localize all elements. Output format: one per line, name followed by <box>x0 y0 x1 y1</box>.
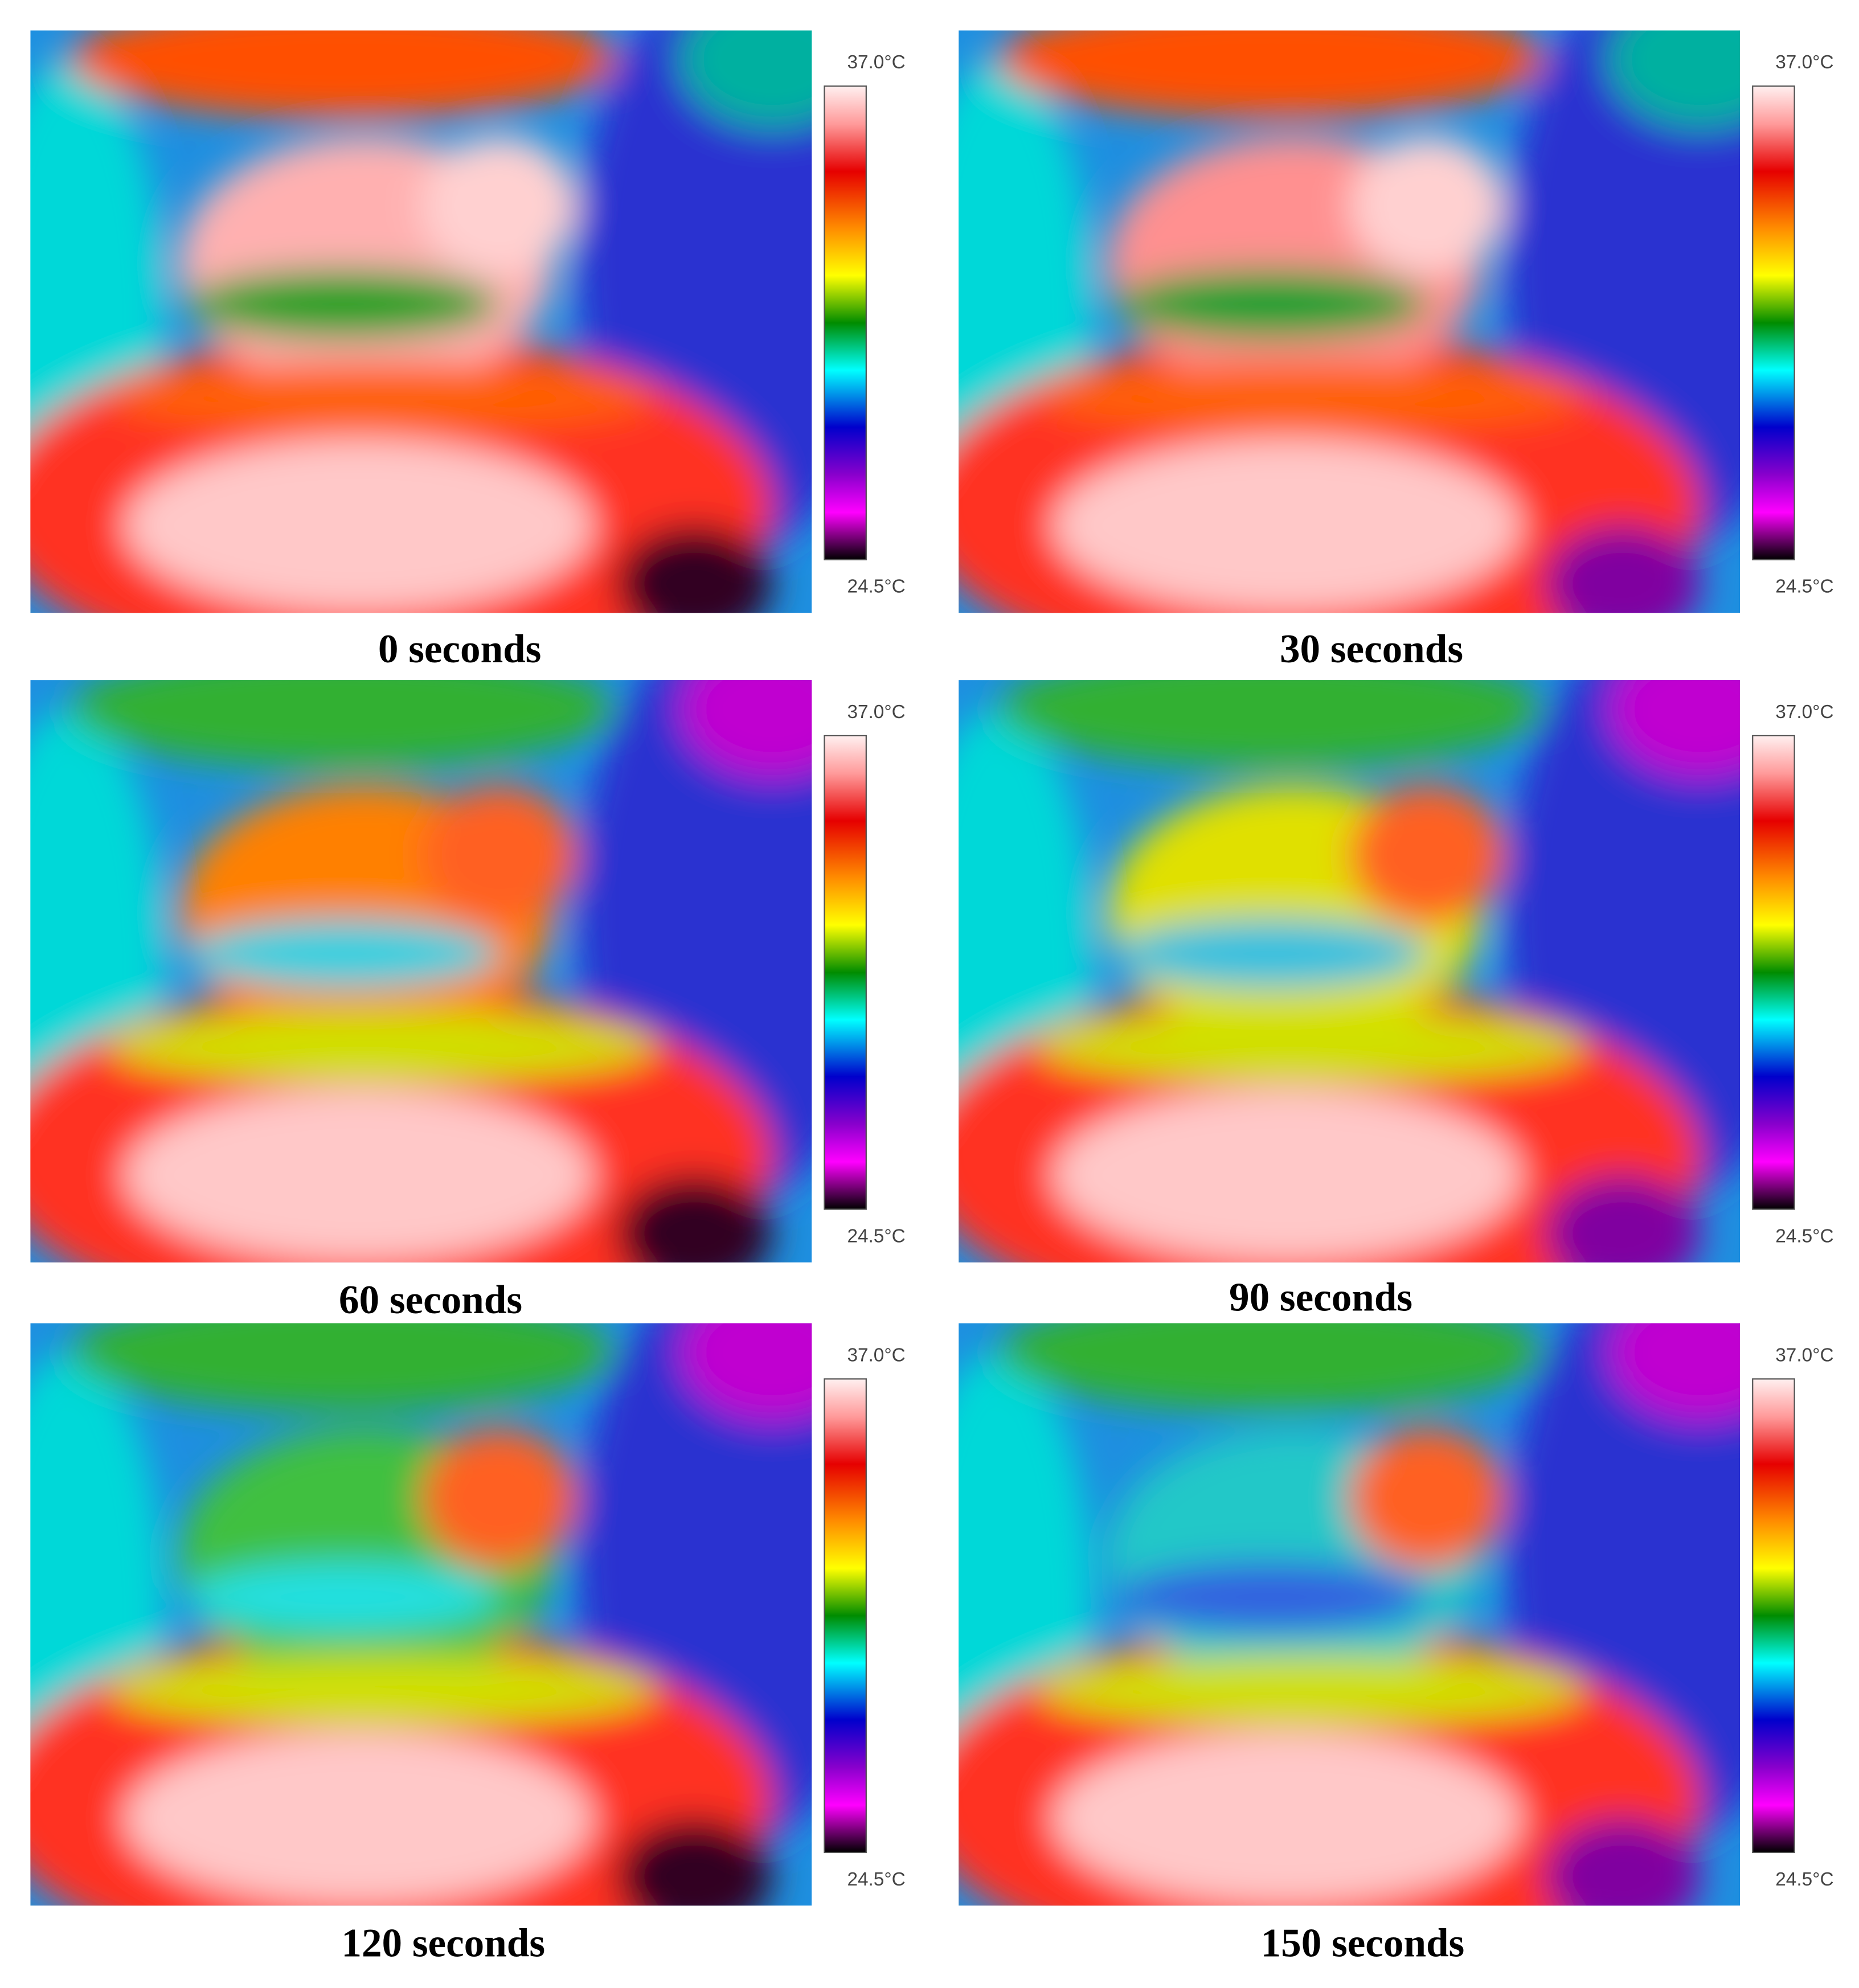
blob <box>1115 919 1428 989</box>
thermal-image <box>30 680 812 1263</box>
scale-max: 37.0°C <box>847 52 905 73</box>
blob <box>997 30 1545 118</box>
thermal-image <box>959 1323 1740 1906</box>
scale-min: 24.5°C <box>1775 576 1833 597</box>
thermal-blobs <box>30 30 812 613</box>
blob <box>1052 1731 1521 1906</box>
thermal-blobs <box>959 680 1740 1263</box>
caption: 0 seconds <box>378 627 542 671</box>
caption: 120 seconds <box>341 1921 545 1965</box>
thermal-image <box>959 680 1740 1263</box>
blob <box>421 135 578 276</box>
panel: 37.0°C 24.5°C 150 seconds <box>959 1323 1834 1965</box>
blob <box>1115 1561 1428 1632</box>
blob <box>616 1818 773 1906</box>
thermal-blobs <box>30 1323 812 1906</box>
scale-max: 37.0°C <box>1775 1345 1833 1366</box>
caption: 60 seconds <box>339 1278 522 1322</box>
colorbar <box>824 735 867 1210</box>
panel: 37.0°C 24.5°C 0 seconds <box>30 30 906 671</box>
scale-min: 24.5°C <box>847 1225 905 1247</box>
blob <box>679 30 812 130</box>
thermal-blobs <box>30 680 812 1263</box>
panel: 37.0°C 24.5°C 120 seconds <box>30 1323 906 1965</box>
caption: 150 seconds <box>1261 1921 1465 1965</box>
colorbar <box>824 1378 867 1854</box>
blob <box>1607 680 1740 779</box>
blob <box>616 525 773 613</box>
colorbar <box>1752 85 1795 560</box>
blob <box>679 1323 812 1423</box>
blob <box>1545 1175 1701 1263</box>
blob <box>1545 1818 1701 1906</box>
colorbar <box>1752 1378 1795 1854</box>
blob <box>1349 135 1506 276</box>
panel: 37.0°C 24.5°C 60 seconds <box>30 680 906 1322</box>
thermal-blobs <box>959 30 1740 613</box>
blob <box>1037 1655 1584 1725</box>
blob <box>1037 362 1584 433</box>
blob <box>421 1428 578 1568</box>
blob <box>1052 1088 1521 1263</box>
blob <box>997 1323 1545 1411</box>
blob <box>421 785 578 925</box>
scale-min: 24.5°C <box>1775 1869 1833 1890</box>
blob <box>108 1012 656 1082</box>
blob <box>108 1655 656 1725</box>
scale-max: 37.0°C <box>847 702 905 723</box>
blob <box>616 1175 773 1263</box>
scale-min: 24.5°C <box>847 576 905 597</box>
scale-min: 24.5°C <box>847 1869 905 1890</box>
blob <box>1349 1428 1506 1568</box>
scale-max: 37.0°C <box>847 1345 905 1366</box>
blob <box>108 362 656 433</box>
colorbar <box>824 85 867 560</box>
thermal-image <box>30 30 812 613</box>
blob <box>1115 269 1428 339</box>
caption: 30 seconds <box>1280 627 1463 671</box>
blob <box>69 680 617 768</box>
blob <box>186 919 499 989</box>
blob <box>679 680 812 779</box>
blob <box>1607 1323 1740 1423</box>
thermal-image <box>30 1323 812 1906</box>
panel: 37.0°C 24.5°C 30 seconds <box>959 30 1834 671</box>
thermal-blobs <box>959 1323 1740 1906</box>
blob <box>186 1561 499 1632</box>
blob <box>124 1088 593 1263</box>
thermal-image <box>959 30 1740 613</box>
blob <box>124 438 593 613</box>
colorbar <box>1752 735 1795 1210</box>
scale-max: 37.0°C <box>1775 702 1833 723</box>
caption: 90 seconds <box>1229 1275 1412 1319</box>
scale-min: 24.5°C <box>1775 1225 1833 1247</box>
blob <box>69 1323 617 1411</box>
panel: 37.0°C 24.5°C 90 seconds <box>959 680 1834 1319</box>
blob <box>1349 785 1506 925</box>
blob <box>997 680 1545 768</box>
blob <box>1037 1012 1584 1082</box>
blob <box>186 269 499 339</box>
blob <box>1545 525 1701 613</box>
blob <box>1607 30 1740 130</box>
blob <box>124 1731 593 1906</box>
blob <box>69 30 617 118</box>
scale-max: 37.0°C <box>1775 52 1833 73</box>
blob <box>1052 438 1521 613</box>
